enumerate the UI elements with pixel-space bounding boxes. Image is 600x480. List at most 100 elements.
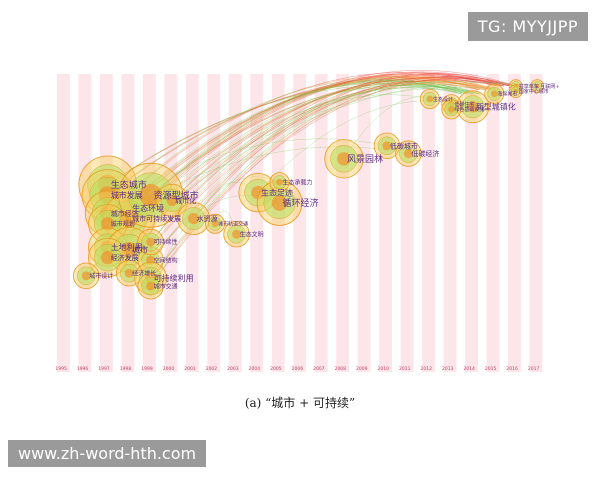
keyword-label: 城市经济 bbox=[111, 209, 139, 218]
keyword-bubble bbox=[137, 228, 164, 256]
bubble-core bbox=[535, 83, 540, 89]
keyword-bubble bbox=[373, 132, 401, 160]
year-stripe bbox=[508, 74, 521, 372]
keyword-bubble bbox=[137, 273, 164, 300]
year-tick-label: 1997 bbox=[98, 366, 110, 372]
bubble-core bbox=[232, 229, 242, 239]
year-tick-label: 2014 bbox=[463, 366, 475, 372]
bubble-core bbox=[403, 149, 413, 159]
keyword-bubble bbox=[177, 202, 211, 236]
year-tick-label: 2008 bbox=[335, 366, 347, 372]
keyword-label: 生态足迹 bbox=[261, 187, 293, 197]
keyword-label: 空间结构 bbox=[154, 256, 178, 264]
keyword-bubbles bbox=[73, 79, 545, 300]
keyword-label: 互联网+ bbox=[540, 83, 559, 90]
year-stripe bbox=[142, 74, 156, 372]
bubble-core bbox=[490, 90, 498, 98]
keyword-bubble bbox=[73, 262, 100, 290]
citation-arc bbox=[128, 77, 480, 219]
year-tick-label: 1998 bbox=[120, 366, 132, 372]
year-stripe bbox=[271, 74, 285, 372]
bubble-core bbox=[337, 152, 351, 166]
keyword-label: 生态设计 bbox=[433, 96, 453, 103]
year-stripe bbox=[228, 74, 242, 372]
bubble-core bbox=[467, 101, 479, 113]
keyword-bubble bbox=[484, 83, 505, 104]
year-tick-label: 2011 bbox=[399, 366, 411, 372]
keyword-label: 城市规划 bbox=[111, 220, 135, 228]
citation-arc bbox=[128, 79, 498, 274]
keyword-label: 水资源 bbox=[197, 214, 218, 223]
citation-arc bbox=[150, 73, 510, 243]
keyword-label: 城市轨道交通 bbox=[218, 221, 248, 228]
keyword-label: 循环经济 bbox=[283, 197, 319, 209]
year-stripe bbox=[57, 74, 70, 372]
citation-arc bbox=[150, 94, 430, 243]
keyword-label: 新型城镇化 bbox=[476, 102, 516, 112]
keyword-bubble bbox=[441, 99, 462, 120]
keyword-bubble bbox=[115, 260, 143, 287]
keyword-label: 资源型城市 bbox=[154, 189, 199, 201]
year-tick-label: 1999 bbox=[141, 366, 153, 372]
keyword-bubble bbox=[205, 213, 226, 234]
keyword-label: 生态城市 bbox=[111, 179, 147, 191]
bubble-core bbox=[188, 213, 200, 225]
keyword-label: 可持续性 bbox=[154, 238, 178, 246]
year-stripe bbox=[379, 74, 393, 372]
citation-arc bbox=[128, 83, 480, 274]
keyword-label: 生态承载力 bbox=[283, 178, 313, 186]
bubble-core bbox=[100, 250, 115, 265]
keyword-label: 共享单车 bbox=[519, 83, 539, 90]
keyword-label: 城市 bbox=[132, 245, 148, 255]
year-stripe bbox=[465, 74, 478, 372]
year-tick-label: 2006 bbox=[292, 366, 304, 372]
bubble-core bbox=[100, 217, 115, 231]
year-stripe bbox=[357, 74, 371, 372]
keyword-label: 城市设计 bbox=[89, 272, 113, 280]
year-tick-label: 2004 bbox=[249, 366, 261, 372]
year-tick-label: 2009 bbox=[356, 366, 368, 372]
year-tick-label: 2005 bbox=[270, 366, 282, 372]
keyword-label: 城市可持续发展 bbox=[132, 214, 181, 223]
year-tick-label: 2001 bbox=[184, 366, 196, 372]
keyword-label: 城市发展 bbox=[111, 190, 143, 200]
year-stripe bbox=[164, 74, 178, 372]
keyword-bubble bbox=[395, 140, 422, 167]
keyword-bubble bbox=[88, 204, 128, 244]
bubble-core bbox=[447, 106, 455, 113]
bubble-core bbox=[513, 88, 519, 94]
year-tick-label: 2016 bbox=[506, 366, 518, 372]
keyword-bubble bbox=[256, 180, 303, 226]
bubble-core bbox=[276, 178, 283, 186]
keyword-bubble bbox=[530, 79, 545, 93]
citation-arc bbox=[150, 83, 480, 261]
keyword-label: 土地利用 bbox=[111, 242, 143, 252]
year-tick-label: 2017 bbox=[528, 366, 540, 372]
keyword-bubble bbox=[88, 238, 128, 278]
keyword-label: 经济增长 bbox=[132, 269, 156, 277]
year-tick-label: 2012 bbox=[420, 366, 432, 372]
year-tick-label: 2002 bbox=[206, 366, 218, 372]
year-tick-label: 2015 bbox=[485, 366, 497, 372]
citation-arc bbox=[129, 81, 516, 219]
keyword-label: 海绵城市 bbox=[497, 91, 517, 98]
keyword-label: 国家中心城市 bbox=[519, 88, 549, 95]
watermark-top: TG: MYYJJPP bbox=[467, 12, 588, 41]
bubble-core bbox=[271, 195, 288, 211]
bubble-core bbox=[382, 141, 392, 151]
year-stripe bbox=[314, 74, 328, 372]
citation-arc bbox=[128, 87, 462, 274]
keyword-bubble bbox=[324, 139, 364, 179]
bubble-core bbox=[211, 220, 219, 228]
keyword-label: 可持续利用 bbox=[154, 273, 194, 283]
year-tick-label: 2007 bbox=[313, 366, 325, 372]
keyword-label: 风景园林 bbox=[347, 153, 383, 165]
keyword-label: 低碳城市 bbox=[390, 141, 418, 150]
keyword-label: 城市化 bbox=[175, 196, 196, 205]
citation-arc bbox=[150, 176, 280, 287]
watermark-bottom: www.zh-word-hth.com bbox=[8, 440, 207, 467]
keyword-label: 低碳住宅 bbox=[454, 101, 474, 108]
co-citation-arcs bbox=[86, 70, 538, 287]
